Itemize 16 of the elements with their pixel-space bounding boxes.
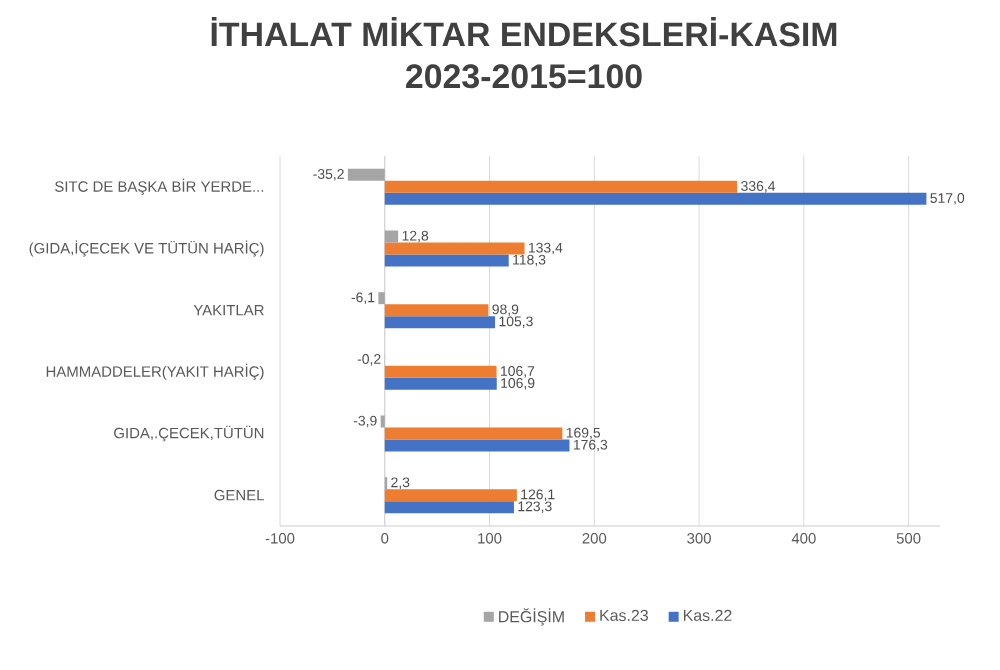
bar: [384, 254, 509, 267]
chart-title: İTHALAT MİKTAR ENDEKSLERİ-KASIM 2023-2015=100: [211, 17, 837, 89]
bar: [384, 304, 489, 317]
bar: [384, 377, 497, 390]
bar: [384, 501, 514, 514]
bar: [384, 316, 496, 329]
bar: [384, 489, 517, 502]
bar: [384, 180, 738, 193]
bar: [378, 292, 385, 305]
bar: [384, 242, 525, 255]
bar: [347, 168, 385, 181]
bar: [384, 439, 570, 452]
bar: [384, 365, 497, 378]
bar: [384, 230, 399, 243]
bar: [384, 427, 563, 440]
bar: [384, 192, 927, 205]
